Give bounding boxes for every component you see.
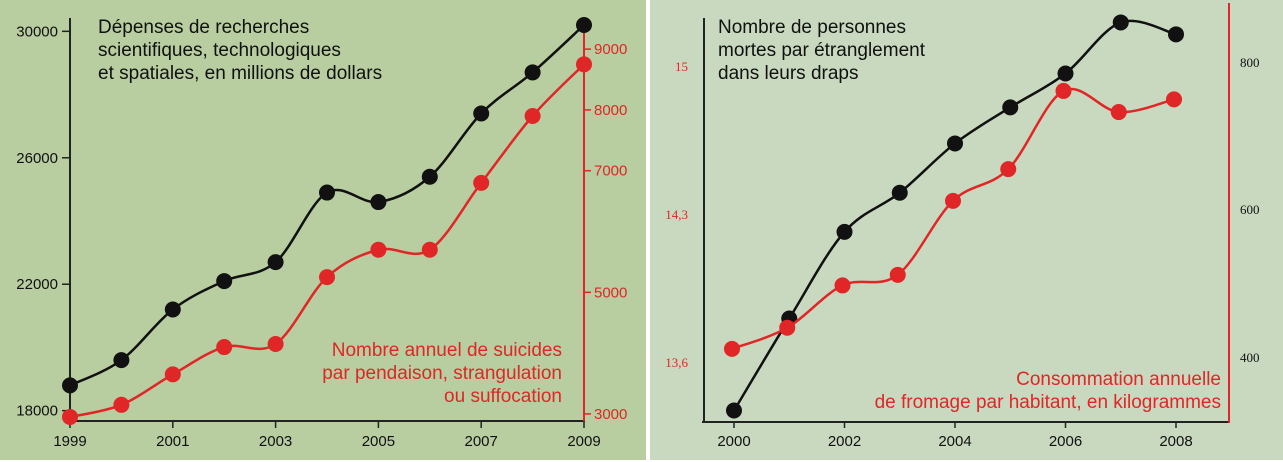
right-red-data-point (1000, 161, 1017, 178)
left-x-tick-label: 2009 (567, 433, 600, 450)
right-red-data-point (1166, 91, 1182, 108)
left-y-tick-label: 22000 (16, 276, 58, 293)
left-black-data-point (319, 184, 335, 201)
right-black-series-line (732, 19, 1177, 412)
right-red-series-label: Consommation annuelle de fromage par hab… (874, 369, 1221, 413)
right-chart-svg: 2000 2002 2004 2006 2008 15 14,3 13,6 800 600 400 (665, 3, 1260, 450)
left-black-data-point (370, 194, 387, 211)
right-chart-title: Nombre de personnes mortes par étranglem… (718, 17, 925, 84)
right-y-right-tick-label: 400 (1240, 350, 1260, 365)
left-y-tick-label: 30000 (16, 23, 58, 40)
left-red-data-point (319, 269, 335, 286)
left-black-data-point (113, 352, 130, 369)
left-chart-title: Dépenses de recherches scientifiques, te… (98, 17, 383, 84)
right-y-right-tick-label: 800 (1240, 55, 1260, 70)
left-x-tick-label: 2003 (259, 433, 292, 450)
right-red-data-point (779, 319, 796, 336)
left-red-data-point (62, 408, 78, 425)
left-black-data-point (164, 301, 181, 318)
left-red-data-point (216, 339, 233, 356)
left-x-tick-label: 2001 (156, 433, 189, 450)
right-x-tick-label: 2000 (717, 433, 750, 450)
right-y-left-tick-label: 13,6 (665, 355, 688, 370)
right-red-data-point (1055, 82, 1072, 99)
right-red-data-point (834, 277, 851, 294)
right-black-data-point (947, 135, 963, 152)
left-red-data-point (421, 241, 438, 258)
left-red-series-label: Nombre annuel de suicides par pendaison,… (322, 340, 562, 407)
left-chart-panel: 1999 2001 2003 2005 2007 2009 30000 26000 22000 1… (0, 0, 646, 460)
left-y-right-tick-label: 5000 (594, 284, 627, 301)
right-black-data-point (1002, 99, 1019, 116)
left-chart-svg: 1999 2001 2003 2005 2007 2009 30000 26000 22000 1… (16, 17, 627, 450)
right-red-data-point (724, 340, 740, 357)
right-x-tick-label: 2008 (1159, 433, 1192, 450)
left-red-data-point (267, 336, 284, 352)
left-x-tick-label: 1999 (53, 433, 86, 450)
left-black-data-point (62, 377, 78, 394)
right-black-data-point (836, 223, 853, 240)
left-red-data-point (113, 396, 130, 413)
left-red-data-point (524, 108, 541, 124)
right-black-data-point (726, 402, 742, 419)
right-black-data-point (1057, 65, 1074, 82)
left-red-data-point (370, 241, 387, 258)
left-red-data-point (164, 366, 181, 383)
left-y-right-tick-label: 9000 (594, 41, 627, 58)
right-chart-panel: 2000 2002 2004 2006 2008 15 14,3 13,6 800 600 400 … (650, 0, 1283, 460)
right-y-left-tick-label: 14,3 (665, 207, 688, 222)
left-x-tick-label: 2005 (362, 433, 395, 450)
left-x-tick-label: 2007 (465, 433, 498, 450)
left-red-data-point (576, 56, 592, 73)
right-black-data-point (1112, 14, 1129, 31)
left-y-right-tick-label: 3000 (594, 406, 627, 423)
left-black-data-point (473, 105, 490, 122)
right-red-data-point (945, 192, 961, 209)
right-x-tick-label: 2004 (938, 433, 971, 450)
left-black-data-point (216, 273, 233, 290)
left-y-tick-label: 18000 (16, 403, 58, 420)
left-y-right-tick-label: 7000 (594, 163, 627, 180)
right-x-tick-label: 2002 (828, 433, 861, 450)
left-black-data-point (267, 254, 284, 271)
right-y-right-tick-label: 600 (1240, 202, 1260, 217)
right-x-tick-label: 2006 (1049, 433, 1082, 450)
right-black-data-point (1168, 26, 1184, 43)
right-red-series-line (731, 87, 1175, 351)
left-y-tick-label: 26000 (16, 150, 58, 167)
left-y-right-tick-label: 8000 (594, 102, 627, 119)
right-black-data-point (891, 184, 908, 201)
left-black-data-point (576, 17, 592, 33)
left-black-data-point (524, 64, 541, 81)
right-y-left-tick-label: 15 (675, 59, 688, 74)
right-red-data-point (889, 266, 906, 283)
right-red-data-point (1110, 104, 1127, 121)
left-black-data-point (421, 168, 438, 185)
left-red-data-point (473, 174, 490, 191)
